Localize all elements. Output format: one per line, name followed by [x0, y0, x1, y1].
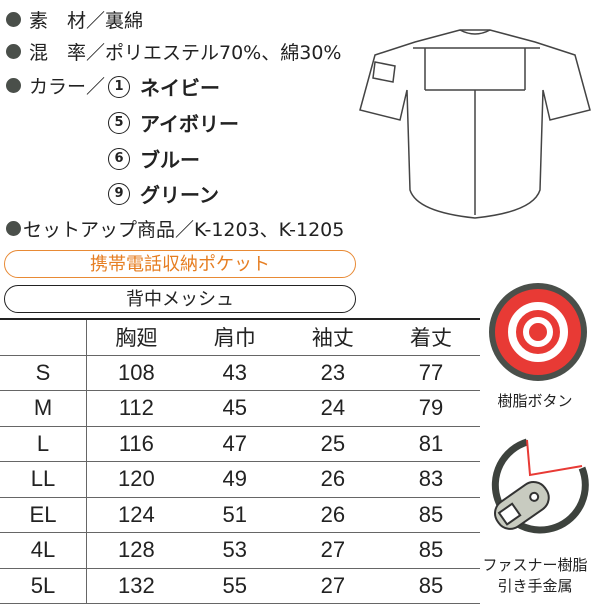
value-cell: 124	[86, 497, 186, 533]
table-row: EL 124 51 26 85	[0, 497, 480, 533]
size-cell: EL	[0, 497, 87, 533]
size-table: 胸廻 肩巾 袖丈 着丈 S 108 43 23 77 M 112 45 24 79 L 116 47 25…	[0, 318, 480, 604]
color-number: 6	[108, 147, 130, 170]
value-cell: 85	[381, 532, 480, 569]
table-header-row: 胸廻 肩巾 袖丈 着丈	[0, 319, 480, 356]
color-number: 1	[108, 75, 130, 98]
color-name: アイボリー	[140, 112, 239, 136]
color-name: ネイビー	[140, 76, 220, 100]
table-row: 4L 128 53 27 85	[0, 532, 480, 569]
spec-material: 素 材／裏綿	[6, 6, 143, 33]
value-cell: 128	[86, 532, 186, 569]
value-cell: 85	[381, 497, 480, 533]
color-item: 5 アイボリー	[108, 108, 239, 137]
value-cell: 47	[185, 426, 284, 462]
feature-phone-pocket: 携帯電話収納ポケット	[4, 250, 356, 278]
value-cell: 116	[86, 426, 186, 462]
value-cell: 83	[381, 461, 480, 498]
table-row: M 112 45 24 79	[0, 390, 480, 427]
table-row: L 116 47 25 81	[0, 426, 480, 462]
value-cell: 81	[381, 426, 480, 462]
table-row: S 108 43 23 77	[0, 355, 480, 391]
header-sleeve: 袖丈	[283, 319, 382, 356]
value-cell: 43	[185, 355, 284, 391]
setup-text: セットアップ商品／K-1203、K-1205	[23, 219, 345, 241]
spec-color-label: カラー／	[6, 72, 105, 99]
value-cell: 45	[185, 390, 284, 427]
header-size	[0, 319, 87, 356]
value-cell: 26	[283, 461, 382, 498]
value-cell: 49	[185, 461, 284, 498]
color-item: 1 ネイビー	[108, 72, 220, 101]
value-cell: 27	[283, 568, 382, 604]
header-chest: 胸廻	[86, 319, 186, 356]
table-row: 5L 132 55 27 85	[0, 568, 480, 604]
value-cell: 24	[283, 390, 382, 427]
color-item: 6 ブルー	[108, 144, 200, 173]
color-number: 9	[108, 182, 130, 205]
size-cell: S	[0, 355, 87, 391]
table-row: LL 120 49 26 83	[0, 461, 480, 498]
bullet-icon	[6, 78, 21, 93]
value-cell: 27	[283, 532, 382, 569]
value-cell: 53	[185, 532, 284, 569]
size-cell: L	[0, 426, 87, 462]
value-cell: 132	[86, 568, 186, 604]
size-cell: LL	[0, 461, 87, 498]
bullet-icon	[6, 12, 21, 27]
value-cell: 55	[185, 568, 284, 604]
header-length: 着丈	[381, 319, 480, 356]
size-cell: 5L	[0, 568, 87, 604]
value-cell: 26	[283, 497, 382, 533]
resin-button-icon	[489, 283, 587, 381]
value-cell: 23	[283, 355, 382, 391]
color-name: ブルー	[140, 148, 200, 172]
zipper-pull-icon	[491, 438, 589, 534]
bullet-icon	[6, 44, 21, 59]
color-number: 5	[108, 111, 130, 134]
value-cell: 85	[381, 568, 480, 604]
zipper-label-2: 引き手金属	[497, 577, 573, 595]
zipper-label-1: ファスナー樹脂	[482, 556, 588, 574]
feature-back-mesh: 背中メッシュ	[4, 285, 356, 313]
color-item: 9 グリーン	[108, 179, 219, 208]
bullet-icon	[6, 221, 21, 236]
value-cell: 120	[86, 461, 186, 498]
value-cell: 112	[86, 390, 186, 427]
color-label-text: カラー／	[29, 76, 106, 98]
size-cell: M	[0, 390, 87, 427]
header-shoulder: 肩巾	[185, 319, 284, 356]
blend-text: 混 率／ポリエステル70%、綿30%	[29, 42, 342, 64]
value-cell: 77	[381, 355, 480, 391]
material-text: 素 材／裏綿	[29, 10, 144, 32]
spec-blend: 混 率／ポリエステル70%、綿30%	[6, 38, 341, 65]
spec-setup: セットアップ商品／K-1203、K-1205	[6, 215, 344, 242]
value-cell: 25	[283, 426, 382, 462]
value-cell: 108	[86, 355, 186, 391]
value-cell: 51	[185, 497, 284, 533]
resin-button-label: 樹脂ボタン	[497, 392, 573, 410]
size-cell: 4L	[0, 532, 87, 569]
color-name: グリーン	[140, 183, 219, 207]
shirt-back-illustration	[359, 29, 591, 219]
value-cell: 79	[381, 390, 480, 427]
